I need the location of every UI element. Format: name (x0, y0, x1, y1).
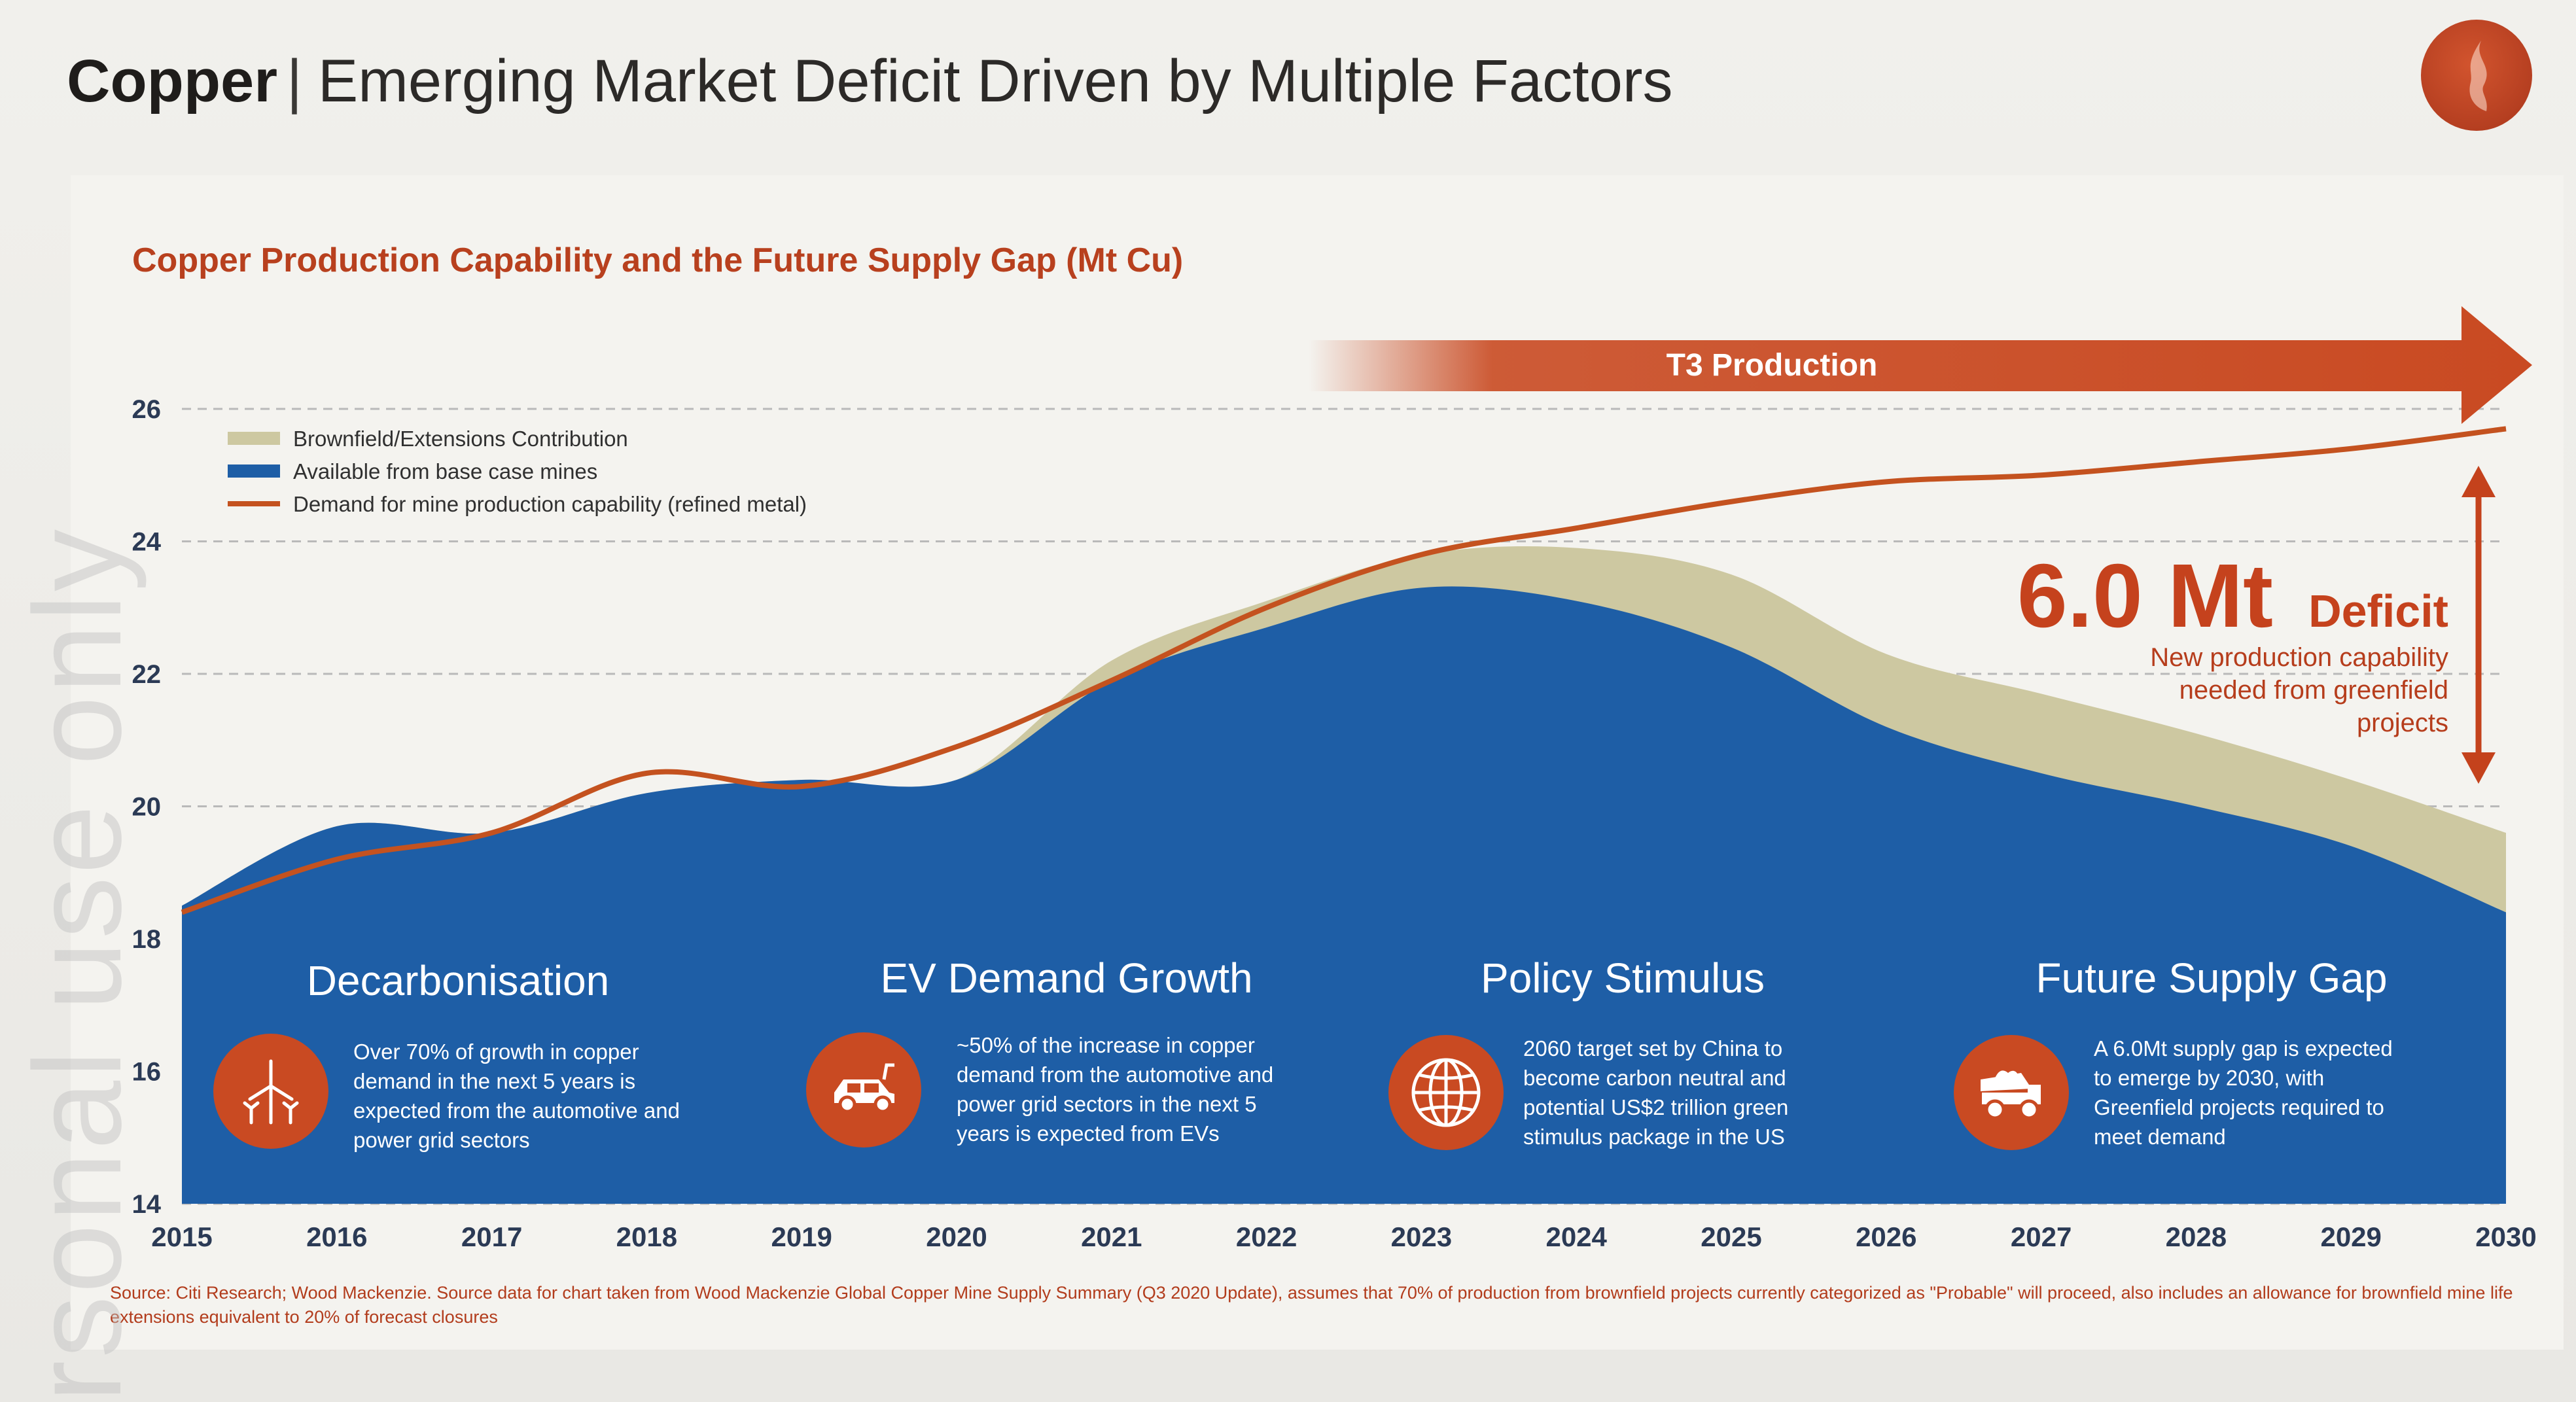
x-tick-label: 2015 (151, 1221, 212, 1252)
y-tick-label: 26 (132, 395, 162, 424)
x-tick-label: 2024 (1545, 1221, 1607, 1252)
x-tick-label: 2017 (461, 1221, 522, 1252)
demand-line (181, 426, 2507, 915)
deficit-arrow-up-head (2461, 466, 2496, 497)
x-tick-label: 2026 (1856, 1221, 1916, 1252)
flame-icon (2469, 41, 2487, 111)
driver-text-line: power grid sectors in the next 5 (957, 1092, 1257, 1116)
driver-title-ev-demand: EV Demand Growth (880, 955, 1253, 1002)
t3-production-arrow: T3 Production (1309, 306, 2532, 424)
mining-truck-icon (1954, 1035, 2069, 1150)
driver-text-line: A 6.0Mt supply gap is expected (2094, 1036, 2393, 1060)
deficit-word: Deficit (2308, 586, 2448, 637)
watermark-text: rsonal use only (9, 527, 147, 1402)
x-tick-label: 2029 (2320, 1221, 2381, 1252)
x-tick-label: 2018 (616, 1221, 677, 1252)
deficit-arrow-down-head (2461, 752, 2496, 784)
page-title: Copper | Emerging Market Deficit Driven by… (67, 47, 1673, 116)
deficit-annotation: 6.0 Mt Deficit New production capability ne… (2017, 466, 2496, 784)
x-tick-label: 2020 (926, 1221, 987, 1252)
driver-text-policy: 2060 target set by China to become carbo… (1523, 1034, 1890, 1151)
y-tick-label: 18 (132, 925, 162, 954)
x-tick-label: 2028 (2166, 1221, 2227, 1252)
driver-text-line: 2060 target set by China to (1523, 1036, 1783, 1060)
driver-text-line: expected from the automotive and (353, 1098, 680, 1123)
driver-text-line: meet demand (2094, 1125, 2226, 1149)
driver-text-line: Greenfield projects required to (2094, 1095, 2384, 1119)
driver-text-decarbonisation: Over 70% of growth in copper demand in t… (353, 1037, 720, 1155)
chart-lines (181, 426, 2507, 915)
driver-text-line: demand in the next 5 years is (353, 1069, 636, 1093)
x-tick-label: 2016 (306, 1221, 367, 1252)
x-tick-label: 2022 (1236, 1221, 1297, 1252)
deficit-subtext: needed from greenfield (2179, 676, 2448, 705)
driver-text-line: stimulus package in the US (1523, 1125, 1785, 1149)
y-tick-label: 22 (132, 660, 162, 689)
legend-swatch (228, 464, 280, 478)
y-tick-label: 20 (132, 793, 162, 822)
base-case-area (182, 586, 2506, 1204)
company-logo (2421, 20, 2532, 131)
driver-text-line: to emerge by 2030, with (2094, 1066, 2325, 1090)
driver-text-line: ~50% of the increase in copper (957, 1033, 1255, 1057)
driver-text-line: years is expected from EVs (957, 1121, 1220, 1146)
driver-text-line: Over 70% of growth in copper (353, 1040, 639, 1064)
wind-turbine-icon (213, 1034, 328, 1149)
y-tick-label: 24 (132, 528, 162, 557)
driver-text-line: power grid sectors (353, 1128, 530, 1152)
driver-text-line: potential US$2 trillion green (1523, 1095, 1789, 1119)
t3-label: T3 Production (1667, 348, 1878, 383)
electric-car-icon (806, 1032, 921, 1148)
driver-text-line: become carbon neutral and (1523, 1066, 1786, 1090)
t3-arrow-shape (1309, 306, 2532, 424)
legend-label: Brownfield/Extensions Contribution (293, 427, 628, 451)
title-text: Emerging Market Deficit Driven by Multip… (317, 48, 1673, 114)
x-tick-label: 2030 (2475, 1221, 2536, 1252)
chart-areas (182, 546, 2506, 1204)
chart-legend: Brownfield/Extensions Contribution Availa… (228, 427, 807, 516)
driver-title-policy: Policy Stimulus (1481, 955, 1765, 1002)
globe-icon (1388, 1035, 1504, 1150)
x-tick-label: 2019 (771, 1221, 832, 1252)
driver-title-decarbonisation: Decarbonisation (306, 957, 610, 1004)
x-tick-label: 2027 (2011, 1221, 2072, 1252)
x-tick-label: 2023 (1391, 1221, 1452, 1252)
deficit-subtext: projects (2357, 709, 2448, 737)
deficit-value: 6.0 Mt (2017, 546, 2273, 646)
y-tick-label: 16 (132, 1058, 162, 1087)
legend-label: Available from base case mines (293, 459, 597, 483)
driver-text-ev-demand: ~50% of the increase in copper demand fr… (957, 1030, 1323, 1148)
x-tick-label: 2021 (1081, 1221, 1142, 1252)
driver-text-supply-gap: A 6.0Mt supply gap is expected to emerge… (2094, 1034, 2460, 1151)
y-tick-label: 14 (132, 1190, 162, 1219)
source-note: Source: Citi Research; Wood Mackenzie. S… (110, 1283, 2513, 1327)
legend-swatch (228, 432, 280, 445)
legend-label: Demand for mine production capability (r… (293, 492, 807, 516)
driver-title-supply-gap: Future Supply Gap (2036, 955, 2388, 1002)
driver-text-line: demand from the automotive and (957, 1062, 1274, 1087)
title-bold: Copper (67, 48, 277, 114)
title-separator: | (287, 48, 302, 114)
deficit-subtext: New production capability (2150, 643, 2448, 672)
x-tick-label: 2025 (1701, 1221, 1761, 1252)
chart-title: Copper Production Capability and the Fut… (132, 241, 1184, 279)
